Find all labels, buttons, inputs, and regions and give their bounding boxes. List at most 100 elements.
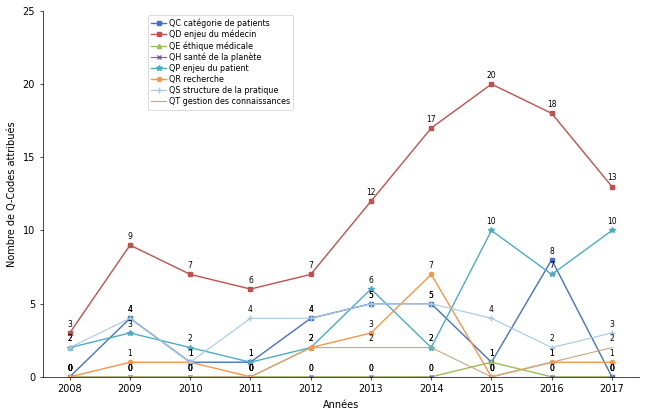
QD enjeu du médecin (488, 82, 495, 87)
Line: QS structure de la pratique: QS structure de la pratique (67, 301, 615, 365)
Text: 2: 2 (308, 334, 313, 344)
Text: 0: 0 (67, 364, 72, 373)
Text: 0: 0 (248, 364, 253, 373)
QP enjeu du patient (247, 360, 255, 365)
X-axis label: Années: Années (323, 400, 359, 410)
QH santé de la planète (66, 374, 74, 379)
Text: 4: 4 (489, 305, 494, 314)
Text: 2: 2 (429, 334, 433, 344)
Text: 2: 2 (188, 334, 193, 344)
QR recherche (548, 360, 556, 365)
Text: 7: 7 (188, 261, 193, 270)
Text: 1: 1 (549, 349, 554, 358)
QS structure de la pratique (548, 345, 556, 350)
QR recherche (66, 374, 74, 379)
Text: 0: 0 (127, 364, 132, 373)
QR recherche (608, 360, 616, 365)
Text: 5: 5 (368, 291, 373, 299)
Text: 0: 0 (549, 364, 554, 373)
QS structure de la pratique (126, 316, 134, 321)
QR recherche (126, 360, 134, 365)
QH santé de la planète (428, 374, 435, 379)
QH santé de la planète (307, 374, 315, 379)
QS structure de la pratique (428, 301, 435, 306)
QP enjeu du patient (126, 330, 134, 335)
Text: 2: 2 (308, 334, 313, 344)
Text: 10: 10 (486, 217, 496, 226)
QT gestion des connaissances (608, 345, 616, 350)
Text: 0: 0 (67, 364, 72, 373)
QT gestion des connaissances (548, 360, 556, 365)
QT gestion des connaissances (367, 345, 375, 350)
Text: 1: 1 (489, 349, 494, 358)
Text: 20: 20 (486, 71, 496, 80)
Text: 3: 3 (67, 320, 72, 329)
Legend: QC catégorie de patients, QD enjeu du médecin, QE éthique médicale, QH santé de : QC catégorie de patients, QD enjeu du mé… (148, 15, 293, 110)
QS structure de la pratique (247, 316, 255, 321)
Text: 0: 0 (248, 364, 253, 373)
Text: 3: 3 (610, 320, 614, 329)
QD enjeu du médecin (247, 286, 255, 291)
QS structure de la pratique (367, 301, 375, 306)
QD enjeu du médecin (548, 111, 556, 116)
Text: 0: 0 (308, 364, 313, 373)
Text: 17: 17 (426, 115, 436, 124)
Line: QT gestion des connaissances: QT gestion des connaissances (70, 348, 612, 377)
Text: 2: 2 (67, 334, 72, 344)
Text: 4: 4 (308, 305, 313, 314)
Text: 18: 18 (547, 100, 556, 109)
Text: 0: 0 (127, 364, 132, 373)
QE éthique médicale (608, 374, 616, 379)
Text: 0: 0 (67, 364, 72, 373)
QS structure de la pratique (488, 316, 495, 321)
Text: 0: 0 (489, 364, 494, 373)
Text: 10: 10 (607, 217, 617, 226)
QD enjeu du médecin (126, 243, 134, 248)
QR recherche (247, 374, 255, 379)
QE éthique médicale (126, 374, 134, 379)
Text: 0: 0 (610, 364, 614, 373)
Text: 12: 12 (366, 188, 376, 197)
Text: 1: 1 (610, 349, 614, 358)
QD enjeu du médecin (367, 199, 375, 204)
Text: 1: 1 (188, 349, 193, 358)
Line: QR recherche: QR recherche (68, 272, 614, 379)
QC catégorie de patients (186, 360, 194, 365)
Text: 0: 0 (188, 364, 193, 373)
QD enjeu du médecin (428, 126, 435, 131)
QC catégorie de patients (307, 316, 315, 321)
QD enjeu du médecin (66, 330, 74, 335)
QS structure de la pratique (608, 330, 616, 335)
QH santé de la planète (126, 374, 134, 379)
QD enjeu du médecin (307, 272, 315, 277)
QH santé de la planète (367, 374, 375, 379)
Text: 0: 0 (368, 364, 373, 373)
QR recherche (186, 360, 194, 365)
QE éthique médicale (548, 374, 556, 379)
QC catégorie de patients (608, 374, 616, 379)
Text: 5: 5 (429, 291, 433, 299)
QP enjeu du patient (307, 345, 315, 350)
Text: 0: 0 (368, 364, 373, 373)
Text: 7: 7 (549, 261, 554, 270)
Text: 0: 0 (188, 364, 193, 373)
QP enjeu du patient (608, 228, 616, 233)
Text: 4: 4 (127, 305, 132, 314)
QH santé de la planète (608, 374, 616, 379)
QT gestion des connaissances (307, 345, 315, 350)
Text: 1: 1 (128, 349, 132, 358)
QR recherche (307, 345, 315, 350)
Text: 5: 5 (429, 291, 433, 299)
QP enjeu du patient (488, 228, 495, 233)
QC catégorie de patients (66, 374, 74, 379)
Text: 2: 2 (67, 334, 72, 344)
Text: 0: 0 (308, 364, 313, 373)
QT gestion des connaissances (488, 374, 495, 379)
Text: 0: 0 (188, 364, 193, 373)
Text: 1: 1 (188, 349, 193, 358)
Text: 1: 1 (489, 349, 494, 358)
Text: 7: 7 (308, 261, 313, 270)
QC catégorie de patients (548, 257, 556, 262)
Text: 0: 0 (429, 364, 433, 373)
Y-axis label: Nombre de Q-Codes attribués: Nombre de Q-Codes attribués (7, 121, 17, 267)
